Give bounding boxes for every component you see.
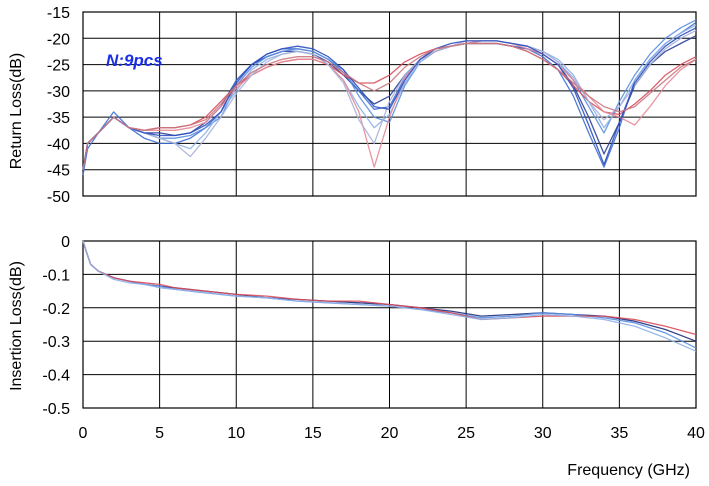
top-series-line xyxy=(82,40,697,170)
bottom-y-tick-label: -0.4 xyxy=(42,368,70,385)
top-y-tick-labels: -15 -20 -25 -30 -35 -40 -45 -50 xyxy=(47,5,70,206)
top-y-tick-label: -25 xyxy=(47,58,70,75)
x-tick-label: 0 xyxy=(79,425,88,442)
top-y-tick-label: -20 xyxy=(47,31,70,48)
x-tick-label: 15 xyxy=(304,425,322,442)
top-series-lines xyxy=(82,19,697,176)
top-series-line xyxy=(82,27,697,170)
top-y-axis-label: Return Loss(dB) xyxy=(8,53,25,170)
top-y-tick-label: -45 xyxy=(47,163,70,180)
bottom-series-lines xyxy=(82,240,697,352)
bottom-gridlines xyxy=(83,241,696,408)
x-axis-label: Frequency (GHz) xyxy=(567,462,690,479)
top-panel-return-loss: -15 -20 -25 -30 -35 -40 -45 -50 Return Loss(dB)… xyxy=(8,5,697,206)
bottom-y-tick-label: -0.2 xyxy=(42,301,70,318)
x-tick-label: 5 xyxy=(155,425,164,442)
top-series-line xyxy=(82,29,697,170)
annotation-sample-count: N:9pcs xyxy=(106,51,163,70)
bottom-panel-insertion-loss: 0 -0.1 -0.2 -0.3 -0.4 -0.5 0 5 10 15 20 25 30 35 40 I… xyxy=(8,234,705,479)
x-tick-label: 40 xyxy=(687,425,705,442)
top-y-tick-label: -40 xyxy=(47,136,70,153)
bottom-y-tick-label: -0.1 xyxy=(42,267,70,284)
bottom-y-tick-label: 0 xyxy=(61,234,70,251)
top-y-tick-label: -30 xyxy=(47,84,70,101)
x-tick-label: 20 xyxy=(381,425,399,442)
top-y-tick-label: -35 xyxy=(47,110,70,127)
top-y-tick-label: -50 xyxy=(47,189,70,206)
top-series-line xyxy=(82,19,697,170)
bottom-series-line xyxy=(82,240,697,352)
x-tick-label: 35 xyxy=(610,425,628,442)
bottom-y-tick-label: -0.5 xyxy=(42,401,70,418)
x-tick-label: 25 xyxy=(457,425,475,442)
x-tick-label: 10 xyxy=(227,425,245,442)
top-gridlines xyxy=(83,12,696,196)
bottom-y-tick-label: -0.3 xyxy=(42,334,70,351)
bottom-y-tick-labels: 0 -0.1 -0.2 -0.3 -0.4 -0.5 xyxy=(42,234,70,418)
x-tick-label: 30 xyxy=(534,425,552,442)
bottom-x-tick-labels: 0 5 10 15 20 25 30 35 40 xyxy=(79,425,705,442)
top-series-line xyxy=(82,42,697,170)
top-y-tick-label: -15 xyxy=(47,5,70,22)
bottom-y-axis-label: Insertion Loss(dB) xyxy=(8,261,25,391)
